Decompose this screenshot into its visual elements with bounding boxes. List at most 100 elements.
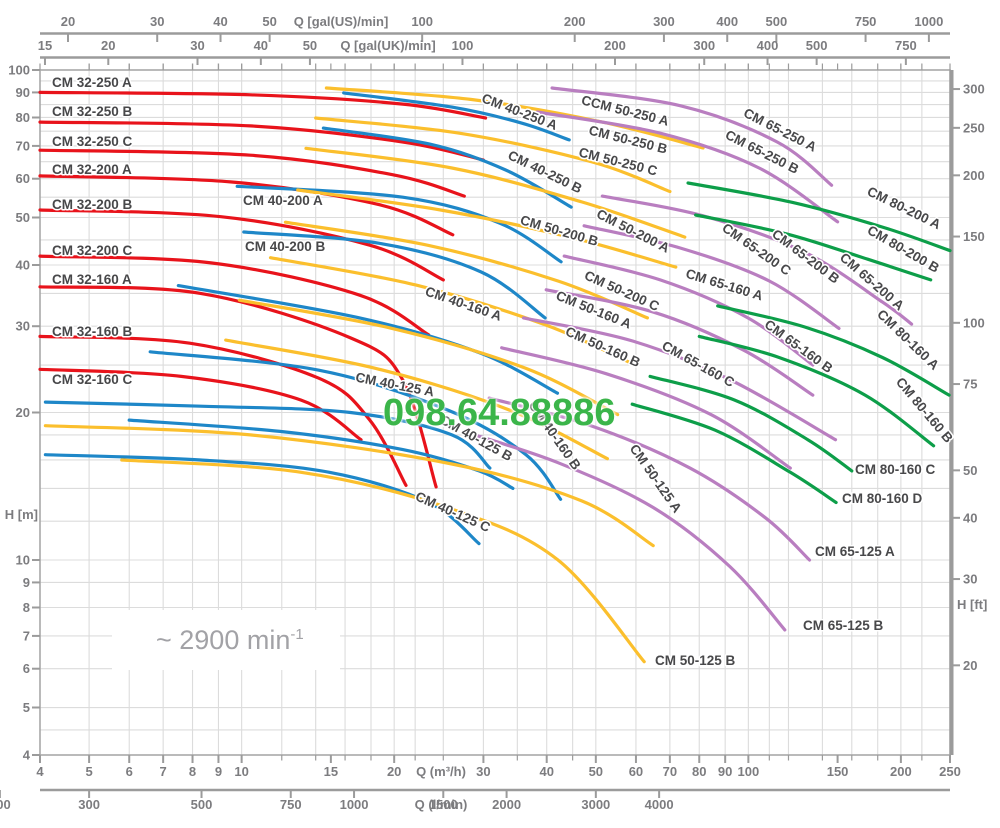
gal-uk-tick-label: 300 [693, 38, 715, 53]
h-ft-tick-label: 150 [963, 229, 985, 244]
gal-uk-tick-label: 50 [303, 38, 317, 53]
curve-cm-50-250-b [314, 116, 672, 194]
curve-cm-50-200-a [296, 188, 678, 269]
m3h-tick-label: 40 [539, 764, 553, 779]
gal-us-tick-label: 100 [411, 14, 433, 29]
curve-cm-40-125-b [127, 418, 515, 490]
curve-label-cm-32-200-b: CM 32-200 B [52, 197, 133, 212]
curve-cm-50-160-b [224, 338, 609, 461]
gal-us-tick-label: 50 [262, 14, 276, 29]
curve-cm-32-160-b [38, 334, 408, 487]
gal-us-tick-label: 300 [653, 14, 675, 29]
gal-uk-axis-title: Q [gal(UK)/min] [340, 38, 435, 53]
curve-label-cm-32-200-c: CM 32-200 C [52, 243, 133, 258]
h-ft-tick-label: 50 [963, 463, 977, 478]
h-m-tick-label: 50 [16, 210, 30, 225]
curve-cm-40-250-a [342, 91, 571, 142]
curve-label-cm-65-160-a: CM 65-160 A [684, 266, 765, 304]
m3h-tick-label: 8 [189, 764, 196, 779]
curve-label-cm-50-125-b: CM 50-125 B [655, 653, 736, 668]
curve-label-cm-80-160-c: CM 80-160 C [855, 462, 936, 477]
gal-uk-tick-label: 20 [101, 38, 115, 53]
m3h-tick-label: 50 [589, 764, 603, 779]
curve-cm-32-250-c [38, 148, 466, 198]
h-m-tick-label: 80 [16, 110, 30, 125]
h-m-axis-title: H [m] [5, 507, 38, 522]
m3h-tick-label: 250 [939, 764, 961, 779]
curve-cm-32-250-b [38, 120, 485, 162]
curve-label-cm-32-160-a: CM 32-160 A [52, 272, 132, 287]
h-m-tick-label: 9 [23, 575, 30, 590]
m3h-tick-label: 90 [718, 764, 732, 779]
lmin-tick-label: 2000 [492, 797, 521, 812]
curve-cm-40-200-b [242, 230, 547, 320]
curve-cm-65-160-a [544, 288, 815, 397]
curve-cm-80-200-a [686, 181, 952, 253]
m3h-tick-label: 6 [126, 764, 133, 779]
curve-ccm-50-250-a [324, 86, 705, 150]
h-m-tick-label: 6 [23, 661, 30, 676]
gal-uk-tick-label: 40 [254, 38, 268, 53]
h-ft-tick-label: 30 [963, 572, 977, 587]
lmin-tick-label: 3000 [581, 797, 610, 812]
h-m-tick-label: 70 [16, 138, 30, 153]
lmin-axis-title: Q (l/min) [415, 797, 468, 812]
h-ft-tick-label: 250 [963, 120, 985, 135]
gal-us-tick-label: 40 [213, 14, 227, 29]
curve-cm-50-125-a [43, 424, 655, 548]
curve-cm-40-125-a [43, 400, 492, 470]
gal-us-tick-label: 30 [150, 14, 164, 29]
lmin-tick-label: 1500 [429, 797, 458, 812]
gal-uk-tick-label: 500 [806, 38, 828, 53]
curve-cm-80-200-b [694, 213, 933, 282]
gal-uk-tick-label: 200 [604, 38, 626, 53]
curve-cm-80-160-c [648, 374, 854, 473]
gal-uk-tick-label: 30 [190, 38, 204, 53]
lmin-tick-label: 750 [280, 797, 302, 812]
curve-cm-65-200-c [562, 254, 815, 367]
curve-label-cm-32-200-a: CM 32-200 A [52, 162, 132, 177]
m3h-tick-label: 150 [827, 764, 849, 779]
lmin-tick-label: 500 [191, 797, 213, 812]
h-ft-tick-label: 40 [963, 510, 977, 525]
curve-cm-32-200-b [38, 208, 445, 282]
gal-uk-tick-label: 400 [757, 38, 779, 53]
m3h-tick-label: 10 [234, 764, 248, 779]
curve-cm-50-200-b [283, 220, 649, 320]
curve-cm-32-160-a [38, 285, 438, 489]
curve-label-cm-32-160-b: CM 32-160 B [52, 324, 133, 339]
curve-label-cm-40-200-a: CM 40-200 A [243, 193, 323, 208]
m3h-tick-label: 7 [160, 764, 167, 779]
curve-cm-50-160-a [237, 298, 620, 417]
gal-us-tick-label: 400 [716, 14, 738, 29]
curve-cm-40-125-c [43, 453, 481, 546]
h-ft-tick-label: 75 [963, 377, 977, 392]
curve-label-cm-40-200-b: CM 40-200 B [245, 239, 326, 254]
curve-label-cm-32-250-a: CM 32-250 A [52, 75, 132, 90]
h-m-tick-label: 8 [23, 600, 30, 615]
h-m-tick-label: 4 [23, 748, 31, 763]
rotation-speed-exponent: -1 [290, 625, 304, 643]
h-m-tick-label: 100 [8, 63, 30, 78]
curve-cm-50-125-b [120, 458, 646, 664]
curve-cm-32-160-c [38, 367, 363, 442]
m3h-tick-label: 5 [85, 764, 92, 779]
gal-us-axis-title: Q [gal(US)/min] [294, 14, 389, 29]
m3h-tick-label: 9 [215, 764, 222, 779]
lmin-tick-label: 200 [0, 797, 11, 812]
curve-label-cm-40-125-c: CM 40-125 C [413, 489, 493, 535]
curve-label-cm-80-200-b: CM 80-200 B [865, 223, 942, 276]
m3h-tick-label: 30 [476, 764, 490, 779]
h-m-tick-label: 7 [23, 628, 30, 643]
curve-label-cm-32-160-c: CM 32-160 C [52, 372, 133, 387]
curve-cm-50-200-c [268, 256, 637, 367]
h-ft-tick-label: 300 [963, 82, 985, 97]
m3h-tick-label: 15 [324, 764, 338, 779]
curve-label-cm-40-160-a: CM 40-160 A [423, 284, 504, 324]
curve-cm-65-250-a [550, 86, 834, 187]
h-m-tick-label: 90 [16, 85, 30, 100]
curve-cm-40-160-b [148, 350, 563, 501]
h-ft-tick-label: 20 [963, 658, 977, 673]
